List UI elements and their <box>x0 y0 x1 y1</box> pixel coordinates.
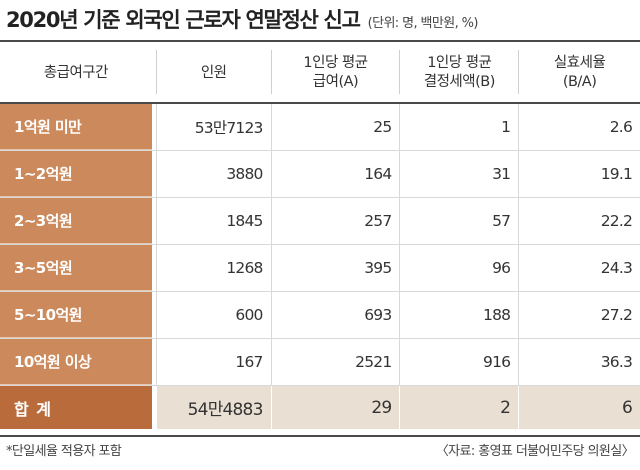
unit-note: (단위: 명, 백만원, %) <box>367 16 479 31</box>
header-avg-tax: 1인당 평균 결정세액(B) <box>423 55 496 90</box>
cell-avg-tax: 916 <box>483 353 511 371</box>
cell-people: 167 <box>235 353 263 371</box>
header-people: 인원 <box>200 64 227 81</box>
header-avg-pay: 1인당 평균 급여(A) <box>303 55 368 90</box>
cell-avg-tax: 188 <box>483 306 511 324</box>
header-effective-rate: 실효세율 (B/A) <box>553 55 606 90</box>
header-divider <box>155 50 157 94</box>
cell-avg-pay: 395 <box>364 259 392 277</box>
footer: *단일세율 적용자 포함 〈자료: 홍영표 더불어민주당 의원실〉 <box>0 440 640 464</box>
row-label: 1∼2억원 <box>0 151 152 197</box>
total-label: 합 계 <box>0 386 152 429</box>
total-avg-pay: 29 <box>371 397 392 418</box>
header-income-bracket: 총급여구간 <box>43 64 109 81</box>
page-title: 2020년 기준 외국인 근로자 연말정산 신고 <box>6 8 361 32</box>
cell-effective-rate: 27.2 <box>600 306 633 324</box>
cell-people: 53만7123 <box>194 119 264 137</box>
header-divider <box>399 50 401 94</box>
cell-avg-pay: 257 <box>364 212 392 230</box>
table-row: 10억원 이상 167 2521 916 36.3 <box>0 339 640 386</box>
cell-effective-rate: 22.2 <box>600 212 633 230</box>
top-rule <box>0 40 640 42</box>
table-row: 3∼5억원 1268 395 96 24.3 <box>0 245 640 292</box>
header-divider <box>518 50 520 94</box>
table-body: 1억원 미만 53만7123 25 1 2.6 1∼2억원 3880 164 3… <box>0 104 640 429</box>
cell-people: 1845 <box>226 212 263 230</box>
row-label: 10억원 이상 <box>0 339 152 385</box>
title-row: 2020년 기준 외국인 근로자 연말정산 신고 (단위: 명, 백만원, %) <box>6 4 636 38</box>
total-people: 54만4883 <box>187 400 264 420</box>
row-label: 5∼10억원 <box>0 292 152 338</box>
cell-avg-pay: 693 <box>364 306 392 324</box>
row-label: 2∼3억원 <box>0 198 152 244</box>
cell-people: 600 <box>235 306 263 324</box>
table-row: 2∼3억원 1845 257 57 22.2 <box>0 198 640 245</box>
cell-avg-pay: 25 <box>373 118 392 136</box>
cell-effective-rate: 19.1 <box>600 165 633 183</box>
table-row: 5∼10억원 600 693 188 27.2 <box>0 292 640 339</box>
total-row: 합 계 54만4883 29 2 6 <box>0 386 640 429</box>
cell-avg-tax: 31 <box>492 165 511 183</box>
header-divider <box>270 50 272 94</box>
table-row: 1∼2억원 3880 164 31 19.1 <box>0 151 640 198</box>
table-header: 총급여구간 인원 1인당 평균 급여(A) 1인당 평균 결정세액(B) 실효세율(… <box>0 42 640 102</box>
cell-avg-pay: 2521 <box>355 353 392 371</box>
cell-effective-rate: 24.3 <box>600 259 633 277</box>
cell-effective-rate: 36.3 <box>600 353 633 371</box>
row-label: 1억원 미만 <box>0 104 152 150</box>
row-label: 3∼5억원 <box>0 245 152 291</box>
cell-avg-tax: 1 <box>501 118 511 136</box>
source-credit: 〈자료: 홍영표 더불어민주당 의원실〉 <box>435 444 635 459</box>
cell-avg-pay: 164 <box>364 165 392 183</box>
bottom-rule <box>0 435 640 437</box>
cell-effective-rate: 2.6 <box>609 118 633 136</box>
total-avg-tax: 2 <box>500 397 511 418</box>
cell-avg-tax: 96 <box>492 259 511 277</box>
cell-avg-tax: 57 <box>492 212 511 230</box>
total-effective-rate: 6 <box>621 397 633 418</box>
table-row: 1억원 미만 53만7123 25 1 2.6 <box>0 104 640 151</box>
footnote: *단일세율 적용자 포함 <box>6 444 122 459</box>
cell-people: 3880 <box>226 165 263 183</box>
cell-people: 1268 <box>226 259 263 277</box>
header-rule <box>0 102 640 104</box>
